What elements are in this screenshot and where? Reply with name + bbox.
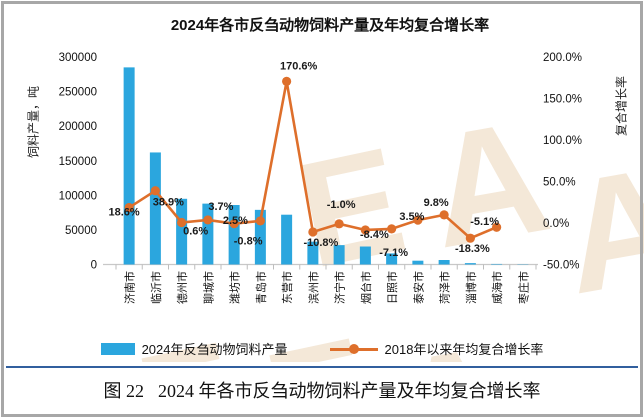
bar: [386, 253, 398, 265]
right-axis-tick-label: 100.0%: [543, 135, 582, 147]
right-axis-tick-label: 0.0%: [543, 218, 569, 230]
left-axis-tick-label: 150000: [59, 156, 97, 168]
legend-entry-line: 2018年以来年均复合增长率: [329, 339, 544, 358]
right-axis-tick-label: -50.0%: [543, 260, 579, 272]
line-marker: [465, 233, 475, 243]
right-axis-tick-label: 50.0%: [543, 177, 576, 189]
data-label: 0.6%: [183, 226, 208, 238]
data-label: -1.0%: [327, 199, 356, 211]
data-label: -7.1%: [379, 247, 408, 259]
data-label: 170.6%: [280, 60, 318, 72]
line-marker: [387, 224, 397, 234]
bar: [491, 263, 503, 265]
bar: [464, 263, 476, 265]
bar-series-swatch: [100, 342, 135, 355]
line-marker: [255, 216, 265, 226]
left-axis-title: 饲料产量，吨: [26, 85, 41, 159]
bar: [281, 214, 293, 265]
bar: [359, 246, 371, 265]
left-axis-tick-label: 100000: [59, 190, 97, 202]
left-axis-tick-label: 250000: [59, 87, 97, 99]
x-axis-category-label: 潍坊市: [228, 271, 242, 304]
legend: 2024年反刍动物饲料产量 2018年以来年均复合增长率: [0, 339, 644, 358]
data-label: 18.6%: [109, 207, 140, 219]
left-axis-tick-label: 50000: [65, 225, 97, 237]
x-axis-category-label: 枣庄市: [516, 271, 530, 304]
chart-title: 2024年各市反刍动物饲料产量及年均复合增长率: [170, 17, 490, 34]
x-axis-category-label: 菏泽市: [438, 271, 452, 304]
data-label: 3.7%: [208, 201, 233, 213]
line-marker: [308, 227, 318, 237]
right-axis-tick-label: 200.0%: [543, 52, 582, 64]
line-marker: [282, 76, 292, 87]
caption-separator: [6, 366, 638, 368]
x-axis-category-label: 淄博市: [464, 271, 478, 304]
data-label: -18.3%: [455, 243, 490, 255]
line-marker: [492, 222, 502, 232]
legend-entry-bars: 2024年反刍动物饲料产量: [100, 339, 288, 358]
figure-number: 图 22: [103, 381, 145, 401]
figure-caption: 图 22 2024 年各市反刍动物饲料产量及年均复合增长率: [0, 377, 644, 403]
line-marker: [413, 215, 423, 225]
data-label: 3.5%: [399, 211, 424, 223]
left-axis-tick-label: 300000: [59, 52, 97, 64]
line-marker: [203, 215, 213, 225]
bar: [176, 198, 188, 265]
bar: [333, 245, 345, 265]
bar: [149, 152, 161, 265]
line-marker: [229, 219, 239, 229]
x-axis-category-label: 滨州市: [306, 271, 320, 304]
bar: [438, 260, 450, 265]
bar: [202, 203, 214, 265]
line-marker: [124, 202, 134, 213]
x-axis-category-label: 泰安市: [411, 271, 425, 304]
x-axis-category-label: 临沂市: [149, 271, 163, 304]
left-axis-tick-label: 200000: [59, 121, 97, 133]
data-label: 2.5%: [223, 215, 248, 227]
bar: [412, 260, 424, 265]
left-axis-tick-label: 0: [91, 260, 97, 272]
bar: [254, 209, 266, 265]
figure-caption-text: 2024 年各市反刍动物饲料产量及年均复合增长率: [158, 381, 541, 401]
line-marker: [150, 186, 160, 196]
data-label: -5.1%: [470, 216, 499, 228]
bar-series-label: 2024年反刍动物饲料产量: [141, 342, 288, 357]
line-series-label: 2018年以来年均复合增长率: [384, 342, 544, 357]
line-marker: [439, 210, 449, 220]
x-axis-category-label: 烟台市: [359, 271, 373, 304]
line-marker: [177, 217, 187, 228]
x-axis-category-label: 聊城市: [201, 271, 215, 304]
data-label: 9.8%: [424, 197, 449, 209]
bar: [228, 205, 240, 265]
right-axis-tick-label: 150.0%: [543, 94, 582, 106]
x-axis-category-label: 日照市: [385, 271, 399, 304]
right-axis-title: 复合增长率: [614, 75, 629, 137]
line-marker: [334, 219, 344, 229]
bar: [307, 241, 319, 265]
data-label: -8.4%: [360, 229, 389, 241]
x-axis-category-label: 东营市: [280, 271, 294, 304]
data-label: -0.8%: [234, 236, 263, 248]
line-series-swatch: [329, 343, 378, 355]
x-axis-category-label: 威海市: [490, 271, 504, 304]
line-marker-icon: [348, 343, 359, 354]
data-label: -10.8%: [303, 237, 338, 249]
combo-chart: EAAFEA3000002500002000001500001000005000…: [59, 52, 644, 362]
x-axis-category-label: 青岛市: [254, 271, 268, 304]
line-marker: [360, 225, 370, 235]
x-axis-category-label: 济宁市: [333, 271, 347, 304]
x-axis-category-label: 济南市: [123, 271, 137, 304]
data-label: 38.9%: [153, 197, 184, 209]
bar: [123, 67, 135, 265]
x-axis-category-label: 德州市: [175, 271, 189, 304]
